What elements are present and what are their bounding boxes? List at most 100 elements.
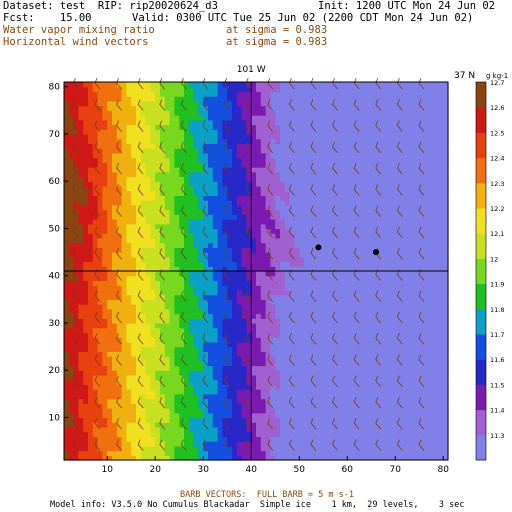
heatmap-cell xyxy=(121,422,127,428)
heatmap-cell xyxy=(299,129,305,135)
heatmap-cell xyxy=(256,365,262,371)
heatmap-cell xyxy=(246,162,252,168)
heatmap-cell xyxy=(342,119,348,126)
heatmap-cell xyxy=(289,252,295,258)
heatmap-cell xyxy=(164,271,171,277)
heatmap-cell xyxy=(347,398,353,404)
heatmap-cell xyxy=(236,124,243,130)
heatmap-cell xyxy=(155,332,161,338)
heatmap-cell xyxy=(78,356,84,362)
heatmap-cell xyxy=(304,219,310,225)
heatmap-cell xyxy=(270,261,276,267)
heatmap-cell xyxy=(304,228,310,234)
heatmap-cell xyxy=(150,252,156,258)
heatmap-cell xyxy=(73,181,79,187)
heatmap-cell xyxy=(256,115,262,121)
heatmap-cell xyxy=(92,157,99,163)
heatmap-cell xyxy=(179,289,185,296)
heatmap-cell xyxy=(212,417,219,423)
heatmap-cell xyxy=(179,304,185,310)
heatmap-cell xyxy=(188,223,195,230)
heatmap-cell xyxy=(232,422,238,428)
heatmap-cell xyxy=(83,351,89,357)
heatmap-cell xyxy=(107,110,113,116)
heatmap-cell xyxy=(332,271,339,277)
heatmap-cell xyxy=(361,337,367,343)
heatmap-cell xyxy=(217,162,223,168)
heatmap-cell xyxy=(150,299,156,305)
heatmap-cell xyxy=(203,167,209,173)
heatmap-cell xyxy=(68,148,75,154)
heatmap-cell xyxy=(284,436,291,442)
heatmap-cell xyxy=(246,294,252,300)
heatmap-cell xyxy=(260,403,267,409)
heatmap-cell xyxy=(136,152,142,159)
heatmap-cell xyxy=(251,337,257,343)
heatmap-cell xyxy=(318,285,324,291)
heatmap-cell xyxy=(102,322,108,329)
heatmap-cell xyxy=(241,86,247,93)
heatmap-cell xyxy=(308,389,315,395)
heatmap-cell xyxy=(313,181,319,187)
heatmap-cell xyxy=(280,223,286,230)
heatmap-cell xyxy=(116,119,123,126)
heatmap-cell xyxy=(332,195,339,201)
heatmap-cell xyxy=(275,346,281,352)
heatmap-cell xyxy=(126,308,132,315)
heatmap-cell xyxy=(212,426,219,433)
heatmap-cell xyxy=(64,455,70,461)
heatmap-cell xyxy=(203,209,209,215)
heatmap-cell xyxy=(140,393,147,400)
heatmap-cell xyxy=(227,176,233,182)
heatmap-cell xyxy=(145,341,151,348)
heatmap-cell xyxy=(116,422,123,428)
heatmap-cell xyxy=(347,417,353,423)
heatmap-cell xyxy=(140,195,147,201)
heatmap-cell xyxy=(78,422,84,428)
heatmap-cell xyxy=(289,285,295,291)
heatmap-cell xyxy=(251,214,257,220)
heatmap-cell xyxy=(140,426,147,433)
heatmap-cell xyxy=(270,138,276,145)
heatmap-cell xyxy=(294,389,300,395)
heatmap-cell xyxy=(102,167,108,173)
heatmap-cell xyxy=(337,214,343,220)
heatmap-cell xyxy=(102,341,108,348)
heatmap-cell xyxy=(126,280,132,286)
heatmap-cell xyxy=(270,209,276,215)
heatmap-cell xyxy=(92,200,99,206)
heatmap-cell xyxy=(164,422,171,428)
heatmap-cell xyxy=(342,294,348,300)
heatmap-cell xyxy=(68,403,75,409)
heatmap-cell xyxy=(265,308,271,315)
heatmap-cell xyxy=(169,403,175,409)
heatmap-cell xyxy=(102,162,108,168)
heatmap-cell xyxy=(150,129,156,135)
heatmap-cell xyxy=(212,389,219,395)
heatmap-cell xyxy=(342,247,348,253)
heatmap-cell xyxy=(323,398,329,404)
heatmap-cell xyxy=(260,332,267,338)
heatmap-cell xyxy=(260,275,267,282)
heatmap-cell xyxy=(265,417,271,423)
heatmap-cell xyxy=(294,200,300,206)
heatmap-cell xyxy=(184,308,190,315)
heatmap-cell xyxy=(308,393,315,400)
heatmap-cell xyxy=(116,417,123,423)
heatmap-cell xyxy=(352,408,358,414)
heatmap-cell xyxy=(140,289,147,296)
heatmap-cell xyxy=(150,398,156,404)
heatmap-cell xyxy=(174,445,180,452)
heatmap-cell xyxy=(92,408,99,414)
heatmap-cell xyxy=(188,271,195,277)
heatmap-cell xyxy=(284,100,291,107)
heatmap-cell xyxy=(260,219,267,225)
heatmap-cell xyxy=(107,299,113,305)
heatmap-cell xyxy=(155,200,161,206)
heatmap-cell xyxy=(150,408,156,414)
heatmap-cell xyxy=(88,393,94,400)
heatmap-cell xyxy=(160,261,166,267)
heatmap-cell xyxy=(337,223,343,230)
heatmap-cell xyxy=(304,365,310,371)
heatmap-cell xyxy=(352,252,358,258)
